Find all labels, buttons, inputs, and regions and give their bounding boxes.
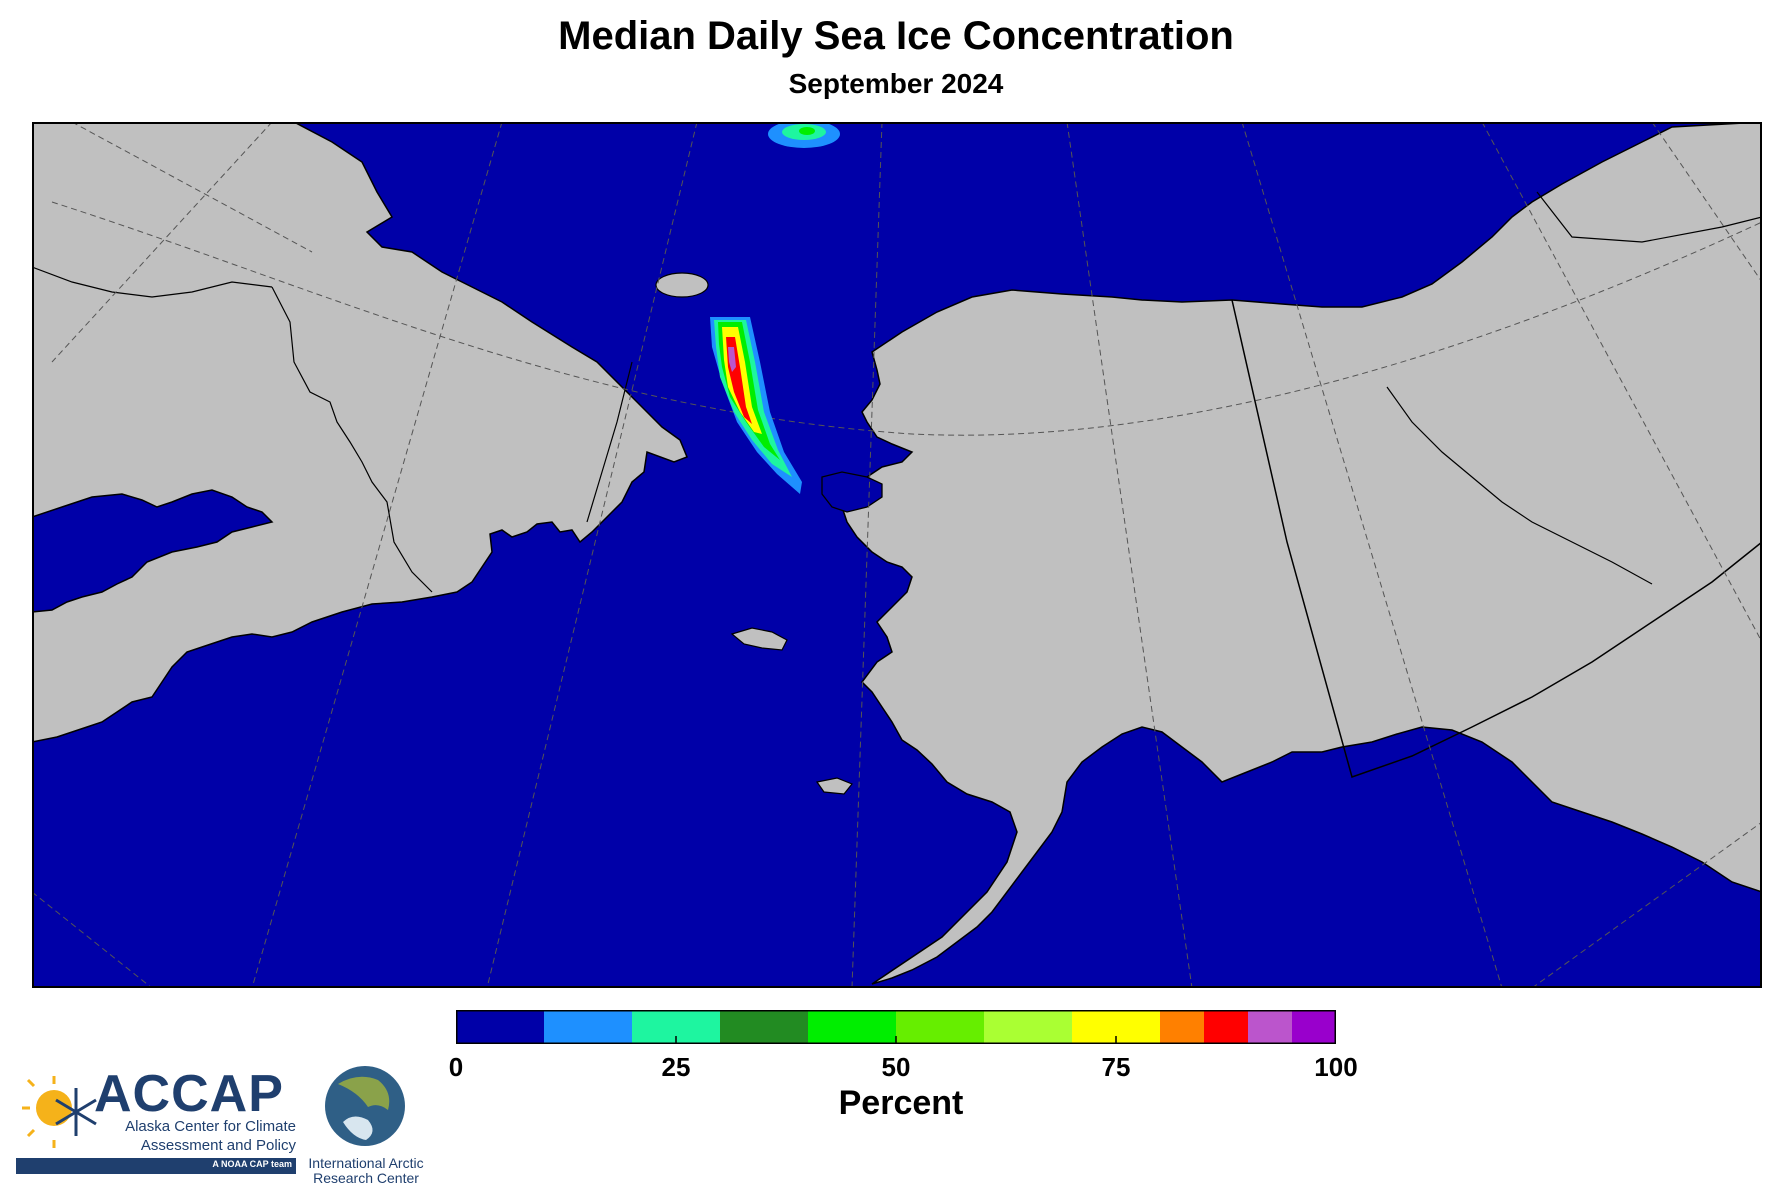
colorbar-frame (456, 1010, 1336, 1044)
canada-border-top (1536, 191, 1762, 243)
colorbar-tick-label: 25 (661, 1052, 691, 1082)
sea-ice-band (710, 317, 802, 494)
colorbar-class (456, 1010, 544, 1044)
land-siberia (32, 122, 688, 743)
sun-icon (22, 1076, 72, 1148)
colorbar-class (896, 1010, 984, 1044)
nunivak-island (815, 777, 853, 795)
colorbar-class (720, 1010, 808, 1044)
map-subtitle: September 2024 (788, 68, 1004, 99)
sea-ice-map (32, 122, 1762, 988)
colorbar-tick-label: 50 (881, 1052, 911, 1082)
iarc-logo-graphic (325, 1066, 405, 1146)
colorbar-class (1292, 1010, 1336, 1044)
okhotsk-inlet (32, 489, 274, 613)
map-title: Median Daily Sea Ice Concentration (558, 14, 1234, 58)
colorbar (456, 1010, 1336, 1044)
colorbar-class (1204, 1010, 1248, 1044)
accap-tag: A NOAA CAP team (212, 1159, 292, 1169)
iarc-line-1: International Arctic (308, 1155, 424, 1171)
colorbar-class (808, 1010, 896, 1044)
colorbar-tick-label: 75 (1101, 1052, 1131, 1082)
colorbar-class (544, 1010, 632, 1044)
iarc-line-2: Research Center (313, 1170, 419, 1186)
colorbar-title: Percent (838, 1084, 964, 1122)
russia-border-3 (586, 361, 633, 523)
graticule (32, 122, 1762, 988)
accap-logo-graphic (22, 1076, 97, 1148)
accap-line-2: Assessment and Policy (140, 1137, 296, 1154)
accap-band (16, 1158, 296, 1174)
map-frame (32, 122, 1762, 988)
sea-ice-patch-north (768, 122, 840, 148)
colorbar-tick-label: 100 (1314, 1052, 1358, 1082)
border-alaska-canada (1231, 299, 1762, 778)
snowflake-icon (55, 1088, 97, 1136)
colorbar-class (984, 1010, 1072, 1044)
russia-internal-border-2 (32, 266, 273, 298)
russia-internal-border (271, 286, 433, 593)
accap-name: ACCAP (94, 1065, 284, 1123)
colorbar-tick-label: 0 (448, 1052, 464, 1082)
st-lawrence-island (730, 627, 788, 651)
accap-line-1: Alaska Center for Climate (125, 1118, 296, 1135)
norton-sound (821, 471, 883, 513)
colorbar-class (1160, 1010, 1204, 1044)
canada-internal-border (1386, 386, 1653, 585)
colorbar-class (1248, 1010, 1292, 1044)
land-alaska (841, 122, 1762, 985)
wrangel-island (655, 272, 709, 298)
